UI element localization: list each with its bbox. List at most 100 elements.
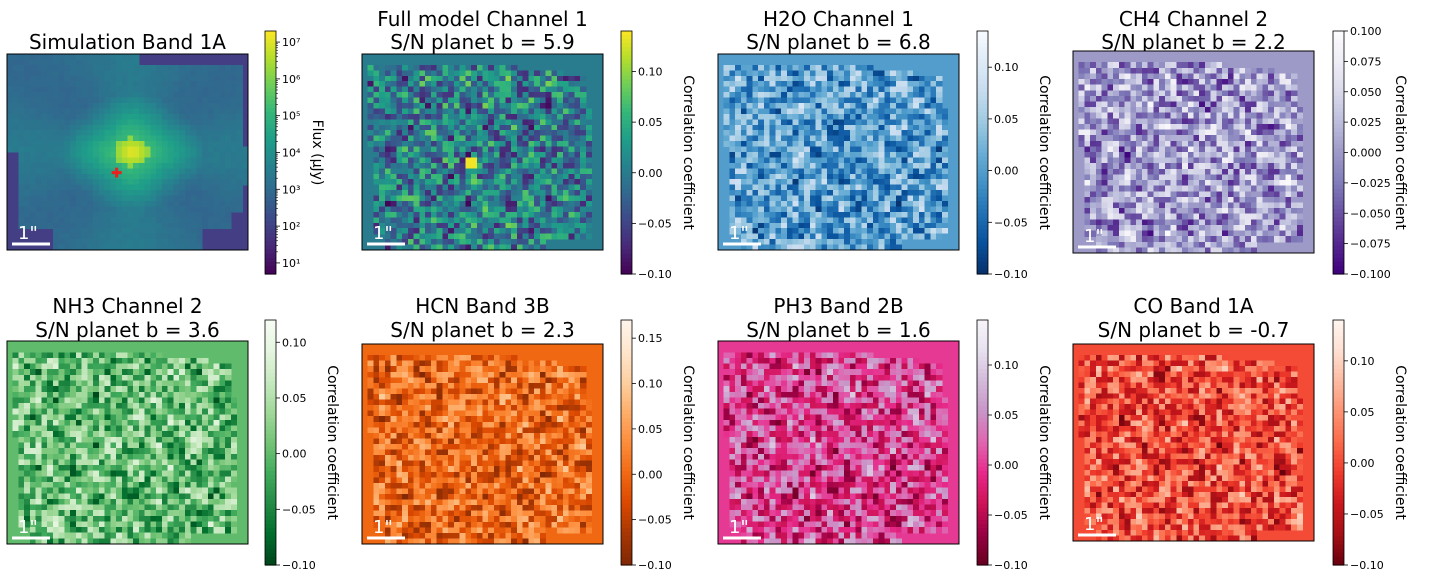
heatmap-cell xyxy=(792,113,799,120)
heatmap-cell xyxy=(121,113,129,120)
colorbar-step xyxy=(621,103,632,109)
heatmap-cell xyxy=(499,130,507,137)
heatmap-cell xyxy=(7,64,14,71)
heatmap-cell xyxy=(585,113,593,120)
heatmap-cell xyxy=(735,217,742,224)
heatmap-cell xyxy=(35,141,43,148)
heatmap-cell xyxy=(1222,174,1229,181)
heatmap-cell xyxy=(104,75,111,82)
colorbar-step xyxy=(265,193,276,198)
heatmap-cell xyxy=(1273,123,1281,131)
heatmap-cell xyxy=(580,162,587,169)
heatmap-cell xyxy=(804,135,811,142)
heatmap-cell xyxy=(907,75,914,82)
heatmap-cell xyxy=(1187,67,1195,75)
heatmap-cell xyxy=(516,162,524,169)
heatmap-cell xyxy=(430,190,438,197)
heatmap-cell xyxy=(24,113,31,120)
heatmap-cell xyxy=(941,233,949,240)
heatmap-cell xyxy=(390,195,398,202)
heatmap-cell xyxy=(407,130,415,137)
heatmap-cell xyxy=(402,184,409,191)
heatmap-cell xyxy=(735,157,742,164)
heatmap-cell xyxy=(488,92,495,99)
heatmap-cell xyxy=(528,173,535,180)
heatmap-cell xyxy=(482,168,489,175)
heatmap-cell xyxy=(47,211,54,218)
heatmap-cell xyxy=(161,206,169,213)
heatmap-cell xyxy=(35,190,43,197)
heatmap-cell xyxy=(522,103,530,110)
heatmap-cell xyxy=(436,195,443,202)
heatmap-cell xyxy=(534,135,541,142)
heatmap-cell xyxy=(167,173,175,180)
heatmap-cell xyxy=(786,97,794,104)
heatmap-cell xyxy=(442,97,449,104)
heatmap-cell xyxy=(815,75,822,82)
heatmap-cell xyxy=(551,222,558,229)
heatmap-cell xyxy=(1262,135,1269,142)
heatmap-cell xyxy=(832,64,840,71)
heatmap-cell xyxy=(1291,84,1298,91)
heatmap-cell xyxy=(236,146,243,153)
heatmap-cell xyxy=(482,113,489,120)
heatmap-cell xyxy=(419,201,426,208)
heatmap-cell xyxy=(488,184,495,191)
heatmap-cell xyxy=(516,70,524,77)
heatmap-cell xyxy=(511,64,518,71)
heatmap-cell xyxy=(557,113,564,120)
heatmap-cell xyxy=(746,103,754,110)
heatmap-cell xyxy=(804,103,811,110)
heatmap-cell xyxy=(729,162,736,169)
heatmap-cell xyxy=(430,152,438,159)
heatmap-cell xyxy=(545,75,552,82)
heatmap-cell xyxy=(522,244,530,251)
heatmap-cell xyxy=(918,124,926,131)
heatmap-cell xyxy=(798,222,805,229)
heatmap-cell xyxy=(735,135,742,142)
colorbar-step xyxy=(977,201,988,206)
heatmap-cell xyxy=(1182,157,1189,164)
heatmap-cell xyxy=(798,75,805,82)
heatmap-cell xyxy=(568,190,575,197)
heatmap-cell xyxy=(1113,174,1120,181)
colorbar-step xyxy=(977,103,988,109)
heatmap-cell xyxy=(127,54,134,61)
heatmap-cell xyxy=(1273,112,1281,119)
heatmap-cell xyxy=(396,103,403,110)
heatmap-cell xyxy=(511,173,518,180)
heatmap-cell xyxy=(93,179,100,186)
heatmap-cell xyxy=(936,108,943,115)
heatmap-cell xyxy=(179,124,186,131)
heatmap-cells xyxy=(1078,62,1304,254)
heatmap-cell xyxy=(809,173,817,180)
heatmap-cell xyxy=(70,228,77,235)
heatmap-cell xyxy=(476,168,484,175)
heatmap-cell xyxy=(1296,157,1304,164)
heatmap-cell xyxy=(930,75,937,82)
heatmap-cell xyxy=(93,233,100,240)
heatmap-cell xyxy=(87,86,94,93)
heatmap-cell xyxy=(430,113,438,120)
heatmap-cell xyxy=(798,190,805,197)
heatmap-cell xyxy=(459,239,466,246)
heatmap-cell xyxy=(798,97,805,104)
heatmap-cell xyxy=(488,162,495,169)
heatmap-cell xyxy=(402,217,409,224)
heatmap-cell xyxy=(499,228,507,235)
heatmap-cell xyxy=(918,135,926,142)
heatmap-cell xyxy=(390,64,398,71)
heatmap-cell xyxy=(150,217,157,224)
heatmap-cell xyxy=(64,86,71,93)
heatmap-cell xyxy=(167,239,175,246)
heatmap-cell xyxy=(1113,129,1120,136)
heatmap-cell xyxy=(924,92,931,99)
heatmap-cell xyxy=(81,59,88,66)
heatmap-cell xyxy=(196,217,203,224)
heatmap-cell xyxy=(465,146,472,153)
heatmap-cell xyxy=(861,162,868,169)
panel-4: CH4 Channel 2S/N planet b = 2.21"−0.100−… xyxy=(1072,7,1408,281)
heatmap-cell xyxy=(763,201,771,208)
heatmap-cell xyxy=(219,97,226,104)
heatmap-cell xyxy=(384,135,392,142)
